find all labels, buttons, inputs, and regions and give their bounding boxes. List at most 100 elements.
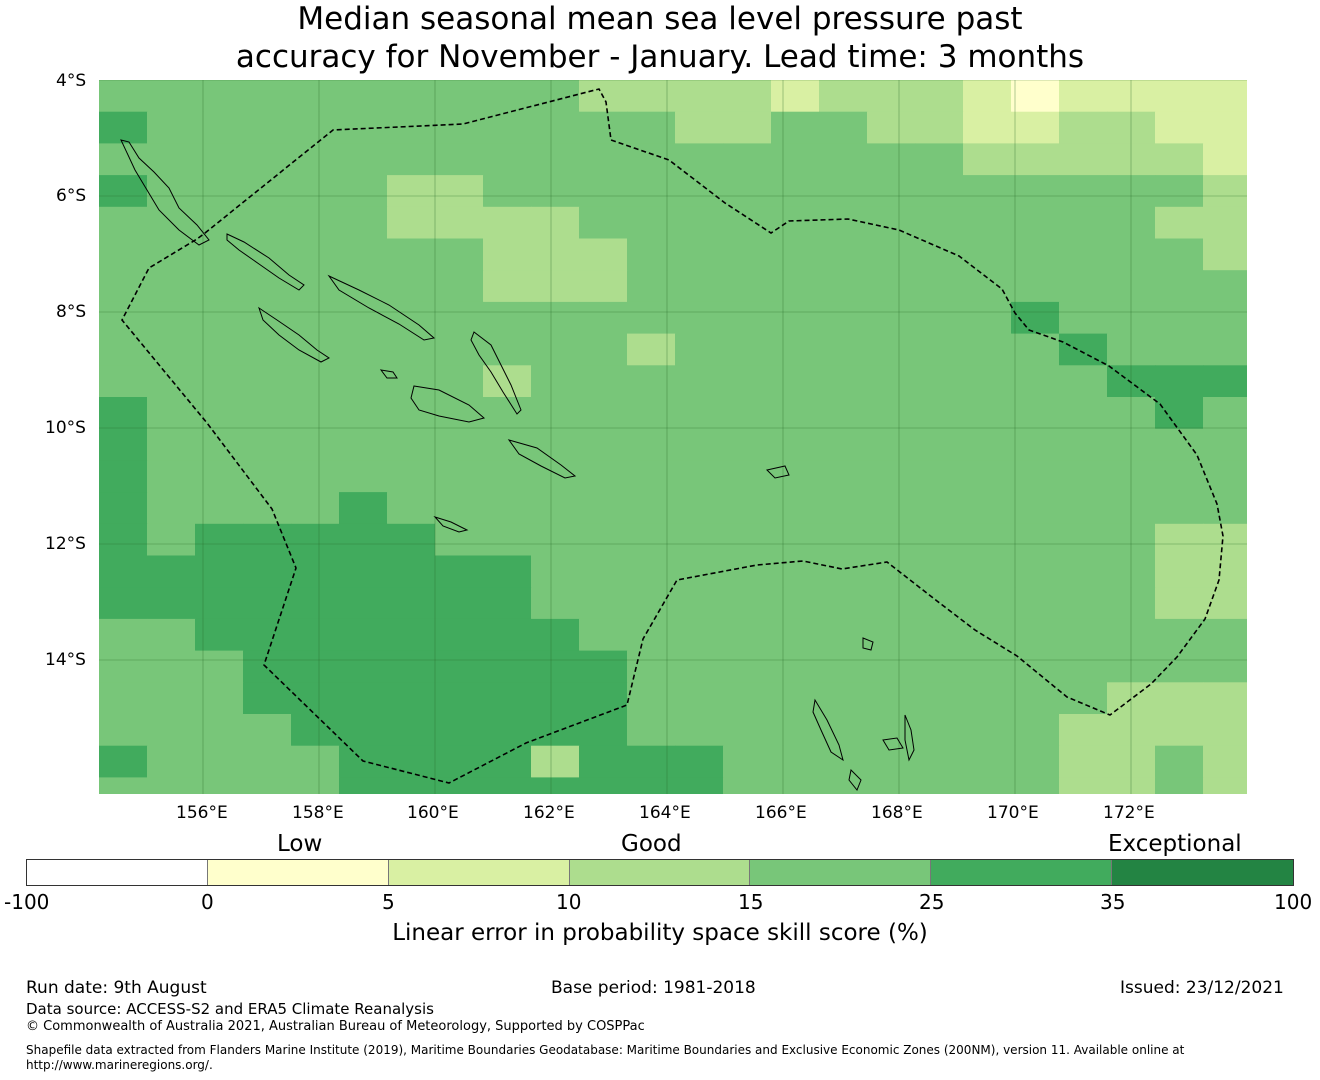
skill-cell <box>723 618 772 652</box>
skill-cell <box>867 523 916 556</box>
skill-cell <box>819 111 868 144</box>
skill-cell <box>483 397 532 430</box>
skill-cell <box>147 745 196 778</box>
skill-cell <box>243 365 292 398</box>
skill-cell <box>675 111 724 144</box>
skill-cell <box>579 587 628 620</box>
skill-cell <box>483 143 532 176</box>
skill-cell <box>339 650 388 683</box>
skill-cell <box>1155 143 1204 176</box>
skill-cell <box>771 80 820 113</box>
colorbar-tick: 100 <box>1274 890 1313 914</box>
skill-cell <box>243 175 292 208</box>
skill-cell <box>915 587 964 620</box>
skill-cell <box>915 301 964 335</box>
skill-cell <box>531 175 580 208</box>
skill-cell <box>1155 111 1204 144</box>
skill-cell <box>867 428 916 461</box>
skill-cell <box>771 587 820 620</box>
island-malaita <box>470 331 522 415</box>
skill-cell <box>1059 460 1108 493</box>
skill-cell <box>291 492 340 525</box>
skill-cell <box>387 365 436 398</box>
skill-cell <box>339 523 388 556</box>
skill-cell <box>675 777 724 794</box>
skill-cell <box>627 238 676 271</box>
skill-cell <box>723 365 772 398</box>
skill-cell <box>483 80 532 113</box>
skill-cell <box>915 460 964 493</box>
skill-cell <box>579 618 628 652</box>
skill-cell <box>963 492 1012 525</box>
skill-cell <box>195 428 244 461</box>
skill-cell <box>387 333 436 366</box>
skill-cell <box>339 460 388 493</box>
skill-cell <box>1011 745 1060 778</box>
skill-cell <box>1155 460 1204 493</box>
skill-cell <box>1059 618 1108 652</box>
skill-cell <box>819 80 868 113</box>
skill-cell <box>915 270 964 303</box>
skill-cell <box>675 143 724 176</box>
skill-cell <box>963 777 1012 794</box>
skill-cell <box>819 428 868 461</box>
skill-cell <box>579 714 628 747</box>
skill-cell <box>579 523 628 556</box>
skill-cell <box>675 397 724 430</box>
skill-cell <box>867 587 916 620</box>
skill-cell <box>915 111 964 144</box>
skill-cell <box>435 206 484 239</box>
skill-cell <box>195 206 244 239</box>
skill-cell <box>483 492 532 525</box>
skill-cell <box>675 333 724 366</box>
skill-cell <box>867 650 916 683</box>
lon-label: 156°E <box>176 803 228 823</box>
skill-cell <box>1059 523 1108 556</box>
skill-cell <box>147 175 196 208</box>
skill-cell <box>435 397 484 430</box>
skill-cell <box>1203 745 1247 778</box>
skill-cell <box>291 714 340 747</box>
colorbar <box>26 859 1294 886</box>
skill-cell <box>1203 650 1247 683</box>
skill-cell <box>99 365 148 398</box>
skill-map <box>99 80 1247 794</box>
skill-cell <box>579 650 628 683</box>
skill-cell <box>867 777 916 794</box>
skill-cell <box>195 555 244 588</box>
skill-cell <box>1011 175 1060 208</box>
skill-cell <box>243 777 292 794</box>
skill-cell <box>243 143 292 176</box>
colorbar-segment <box>750 860 932 885</box>
skill-cell <box>243 492 292 525</box>
skill-cell <box>579 428 628 461</box>
skill-cell <box>963 80 1012 113</box>
skill-cell <box>1203 555 1247 588</box>
lat-label: 6°S <box>56 186 87 206</box>
skill-cell <box>435 714 484 747</box>
skill-cell <box>99 333 148 366</box>
skill-cell <box>483 714 532 747</box>
colorbar-label: Linear error in probability space skill … <box>392 920 928 946</box>
skill-cell <box>867 111 916 144</box>
skill-cell <box>1203 365 1247 398</box>
skill-cell <box>579 745 628 778</box>
skill-cell <box>243 428 292 461</box>
skill-cell <box>1011 111 1060 144</box>
skill-cell <box>579 460 628 493</box>
skill-cell <box>867 460 916 493</box>
skill-cell <box>339 143 388 176</box>
skill-cell <box>867 682 916 715</box>
skill-cell <box>1203 301 1247 335</box>
island-guadalcanal <box>410 385 486 423</box>
lon-label: 170°E <box>987 803 1039 823</box>
skill-cell <box>483 301 532 335</box>
lon-label: 162°E <box>523 803 575 823</box>
colorbar-category-good: Good <box>621 831 682 857</box>
skill-cell <box>627 301 676 335</box>
skill-cell <box>387 143 436 176</box>
skill-cell <box>435 365 484 398</box>
skill-cell <box>723 238 772 271</box>
skill-cell <box>915 777 964 794</box>
skill-cell <box>99 111 148 144</box>
